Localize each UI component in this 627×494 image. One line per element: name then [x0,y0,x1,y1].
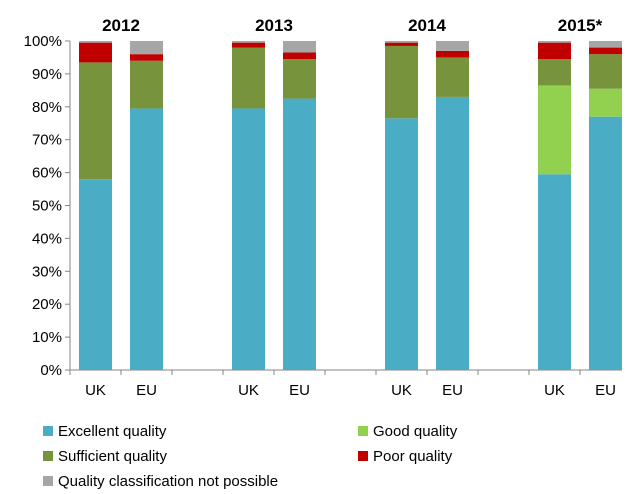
y-tick-label: 60% [32,165,62,182]
bar-segment [232,42,265,48]
legend-swatch [43,476,53,486]
y-axis: 0% 10% 20% 30% 40% 50% 60% 70% 80% 90% 100% [24,33,71,379]
bar-segment [385,45,418,119]
bar-segment [79,179,112,370]
x-tick-label: UK [391,382,412,399]
x-tick-label: EU [595,382,616,399]
bar-segment [232,47,265,109]
year-label: 2015* [558,16,603,35]
year-label: 2014 [408,16,446,35]
bar-segment [538,59,571,86]
y-tick-label: 20% [32,296,62,313]
bar-segment [589,41,622,48]
x-tick-label: UK [85,382,106,399]
legend-swatch [43,451,53,461]
bar-segment [385,118,418,370]
legend: Excellent quality Good quality Sufficient … [43,423,458,490]
bar-segment [436,96,469,371]
bar-segment [385,42,418,46]
legend-label: Sufficient quality [58,448,167,465]
bar-segment [130,54,163,61]
bar-segment [79,62,112,180]
bar-segment [232,108,265,370]
bar-segment [589,54,622,89]
legend-label: Poor quality [373,448,453,465]
y-tick-label: 90% [32,66,62,83]
legend-label: Good quality [373,423,458,440]
bar-segment [436,57,469,97]
y-tick-label: 10% [32,329,62,346]
bar-segment [538,174,571,370]
legend-swatch [358,451,368,461]
bar-segment [436,41,469,51]
bar-segment [538,42,571,60]
x-tick-label: UK [238,382,259,399]
bar-segment [79,41,112,43]
x-axis: UK EU UK EU UK EU UK EU [69,369,622,399]
bar-segment [283,98,316,370]
legend-swatch [358,426,368,436]
bar-segment [436,50,469,58]
legend-label: Excellent quality [58,423,167,440]
bar-segment [589,47,622,55]
legend-label: Quality classification not possible [58,473,278,490]
legend-swatch [43,426,53,436]
bar-segment [130,108,163,370]
year-labels: 2012 2013 2014 2015* [102,16,603,35]
x-tick-label: EU [442,382,463,399]
bar-segment [79,42,112,63]
bar-segment [538,85,571,175]
y-tick-label: 100% [24,33,62,50]
year-label: 2012 [102,16,140,35]
bar-segment [130,60,163,109]
bar-segment [589,116,622,370]
bar-segment [130,41,163,55]
y-tick-label: 70% [32,132,62,149]
y-tick-label: 30% [32,263,62,280]
year-label: 2013 [255,16,293,35]
y-tick-label: 40% [32,230,62,247]
x-tick-label: EU [289,382,310,399]
y-tick-label: 80% [32,99,62,116]
bar-segment [589,88,622,117]
bar-segment [283,59,316,99]
bars [79,41,622,371]
x-tick-label: UK [544,382,565,399]
y-tick-label: 50% [32,198,62,215]
x-tick-label: EU [136,382,157,399]
y-tick-label: 0% [40,362,62,379]
bar-segment [538,41,571,43]
bar-segment [283,52,316,60]
bar-segment [232,41,265,43]
bar-segment [283,41,316,53]
bar-segment [385,41,418,43]
